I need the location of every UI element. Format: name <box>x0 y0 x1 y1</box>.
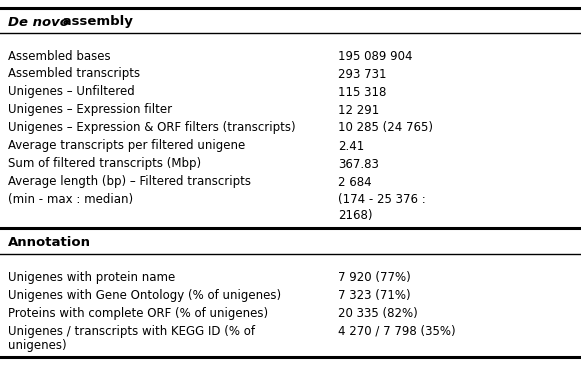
Text: Proteins with complete ORF (% of unigenes): Proteins with complete ORF (% of unigene… <box>8 306 268 320</box>
Text: Average length (bp) – Filtered transcripts: Average length (bp) – Filtered transcrip… <box>8 176 251 189</box>
Text: 10 285 (24 765): 10 285 (24 765) <box>338 122 433 135</box>
Text: Average transcripts per filtered unigene: Average transcripts per filtered unigene <box>8 140 245 153</box>
Text: Unigenes – Unfiltered: Unigenes – Unfiltered <box>8 86 135 99</box>
Text: Unigenes with protein name: Unigenes with protein name <box>8 270 175 284</box>
Text: Unigenes – Expression filter: Unigenes – Expression filter <box>8 104 172 117</box>
Text: (min - max : median): (min - max : median) <box>8 194 133 207</box>
Text: De novo: De novo <box>8 15 69 28</box>
Text: Unigenes – Expression & ORF filters (transcripts): Unigenes – Expression & ORF filters (tra… <box>8 122 296 135</box>
Text: 4 270 / 7 798 (35%): 4 270 / 7 798 (35%) <box>338 324 456 338</box>
Text: 12 291: 12 291 <box>338 104 379 117</box>
Text: Unigenes with Gene Ontology (% of unigenes): Unigenes with Gene Ontology (% of unigen… <box>8 288 281 302</box>
Text: Annotation: Annotation <box>8 236 91 249</box>
Text: (174 - 25 376 :: (174 - 25 376 : <box>338 194 426 207</box>
Text: assembly: assembly <box>58 15 133 28</box>
Text: 2168): 2168) <box>338 210 372 222</box>
Text: unigenes): unigenes) <box>8 339 67 351</box>
Text: 115 318: 115 318 <box>338 86 386 99</box>
Text: 2 684: 2 684 <box>338 176 372 189</box>
Text: 2.41: 2.41 <box>338 140 364 153</box>
Text: 293 731: 293 731 <box>338 68 386 81</box>
Text: 7 323 (71%): 7 323 (71%) <box>338 288 411 302</box>
Text: 195 089 904: 195 089 904 <box>338 50 413 63</box>
Text: 20 335 (82%): 20 335 (82%) <box>338 306 418 320</box>
Text: Assembled transcripts: Assembled transcripts <box>8 68 140 81</box>
Text: Sum of filtered transcripts (Mbp): Sum of filtered transcripts (Mbp) <box>8 158 201 171</box>
Text: Assembled bases: Assembled bases <box>8 50 110 63</box>
Text: 367.83: 367.83 <box>338 158 379 171</box>
Text: Unigenes / transcripts with KEGG ID (% of: Unigenes / transcripts with KEGG ID (% o… <box>8 324 255 338</box>
Text: 7 920 (77%): 7 920 (77%) <box>338 270 411 284</box>
